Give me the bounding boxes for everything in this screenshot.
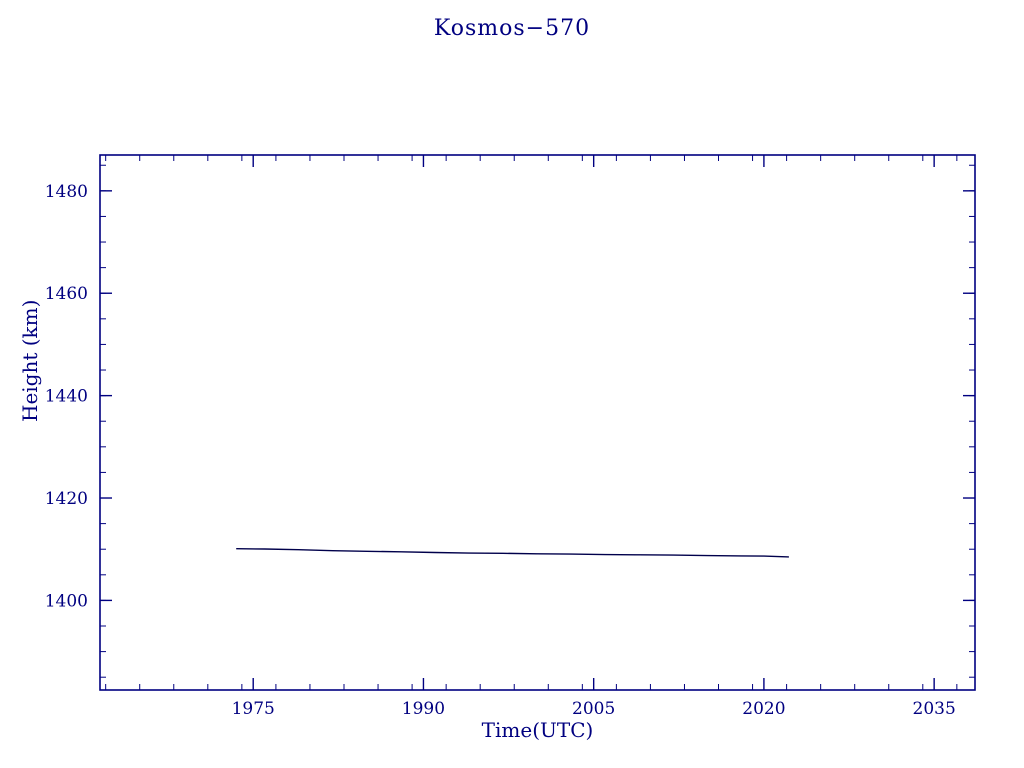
tick-label: 1460 (45, 284, 88, 304)
x-axis-label: Time(UTC) (481, 718, 594, 742)
tick-label: 2005 (572, 699, 615, 719)
tick-label: 1400 (45, 591, 88, 611)
chart-title: Kosmos−570 (433, 16, 591, 41)
tick-label: 2035 (913, 699, 956, 719)
tick-label: 1420 (45, 489, 88, 509)
tick-label: 1480 (45, 182, 88, 202)
plot-frame (99, 154, 976, 691)
tick-label: 1440 (45, 387, 88, 407)
tick-label: 1975 (232, 699, 275, 719)
tick-label: 1990 (402, 699, 445, 719)
data-series-line (236, 548, 789, 558)
tick-label: 2020 (742, 699, 785, 719)
